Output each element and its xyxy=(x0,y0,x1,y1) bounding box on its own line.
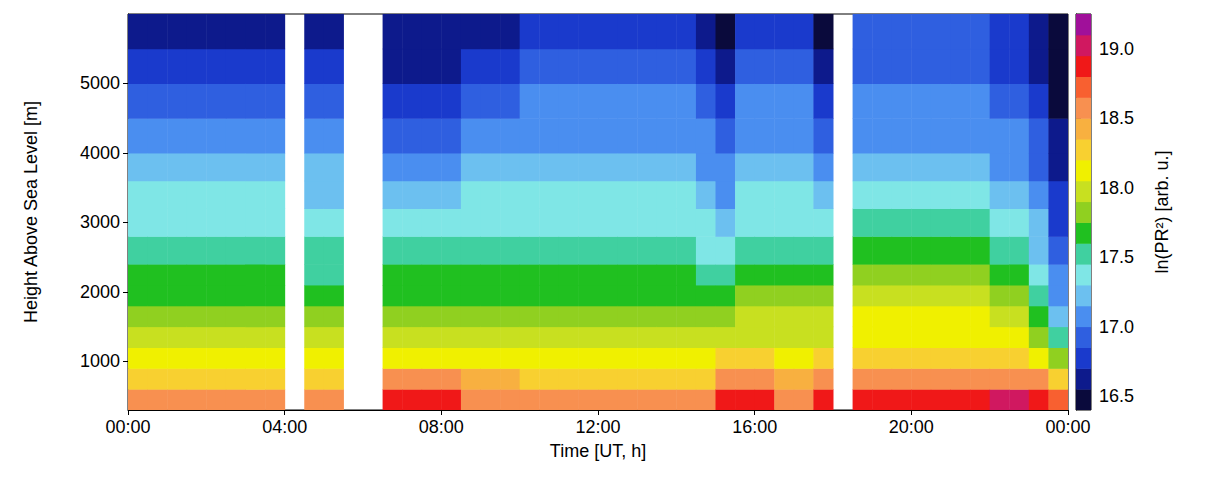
svg-text:18.5: 18.5 xyxy=(1099,108,1134,128)
svg-text:00:00: 00:00 xyxy=(105,417,150,437)
svg-text:12:00: 12:00 xyxy=(575,417,620,437)
svg-text:17.0: 17.0 xyxy=(1099,317,1134,337)
svg-text:3000: 3000 xyxy=(80,212,120,232)
svg-text:ln(PR²) [arb. u.]: ln(PR²) [arb. u.] xyxy=(1152,150,1172,273)
svg-text:04:00: 04:00 xyxy=(262,417,307,437)
svg-text:08:00: 08:00 xyxy=(419,417,464,437)
svg-text:17.5: 17.5 xyxy=(1099,247,1134,267)
svg-text:2000: 2000 xyxy=(80,282,120,302)
svg-text:Time [UT, h]: Time [UT, h] xyxy=(550,441,646,461)
svg-text:Height Above Sea Level [m]: Height Above Sea Level [m] xyxy=(21,101,41,323)
svg-text:18.0: 18.0 xyxy=(1099,178,1134,198)
svg-text:5000: 5000 xyxy=(80,73,120,93)
svg-text:16:00: 16:00 xyxy=(732,417,777,437)
svg-text:4000: 4000 xyxy=(80,143,120,163)
svg-text:00:00: 00:00 xyxy=(1045,417,1090,437)
svg-text:16.5: 16.5 xyxy=(1099,386,1134,406)
svg-text:19.0: 19.0 xyxy=(1099,39,1134,59)
svg-text:20:00: 20:00 xyxy=(889,417,934,437)
svg-text:1000: 1000 xyxy=(80,351,120,371)
